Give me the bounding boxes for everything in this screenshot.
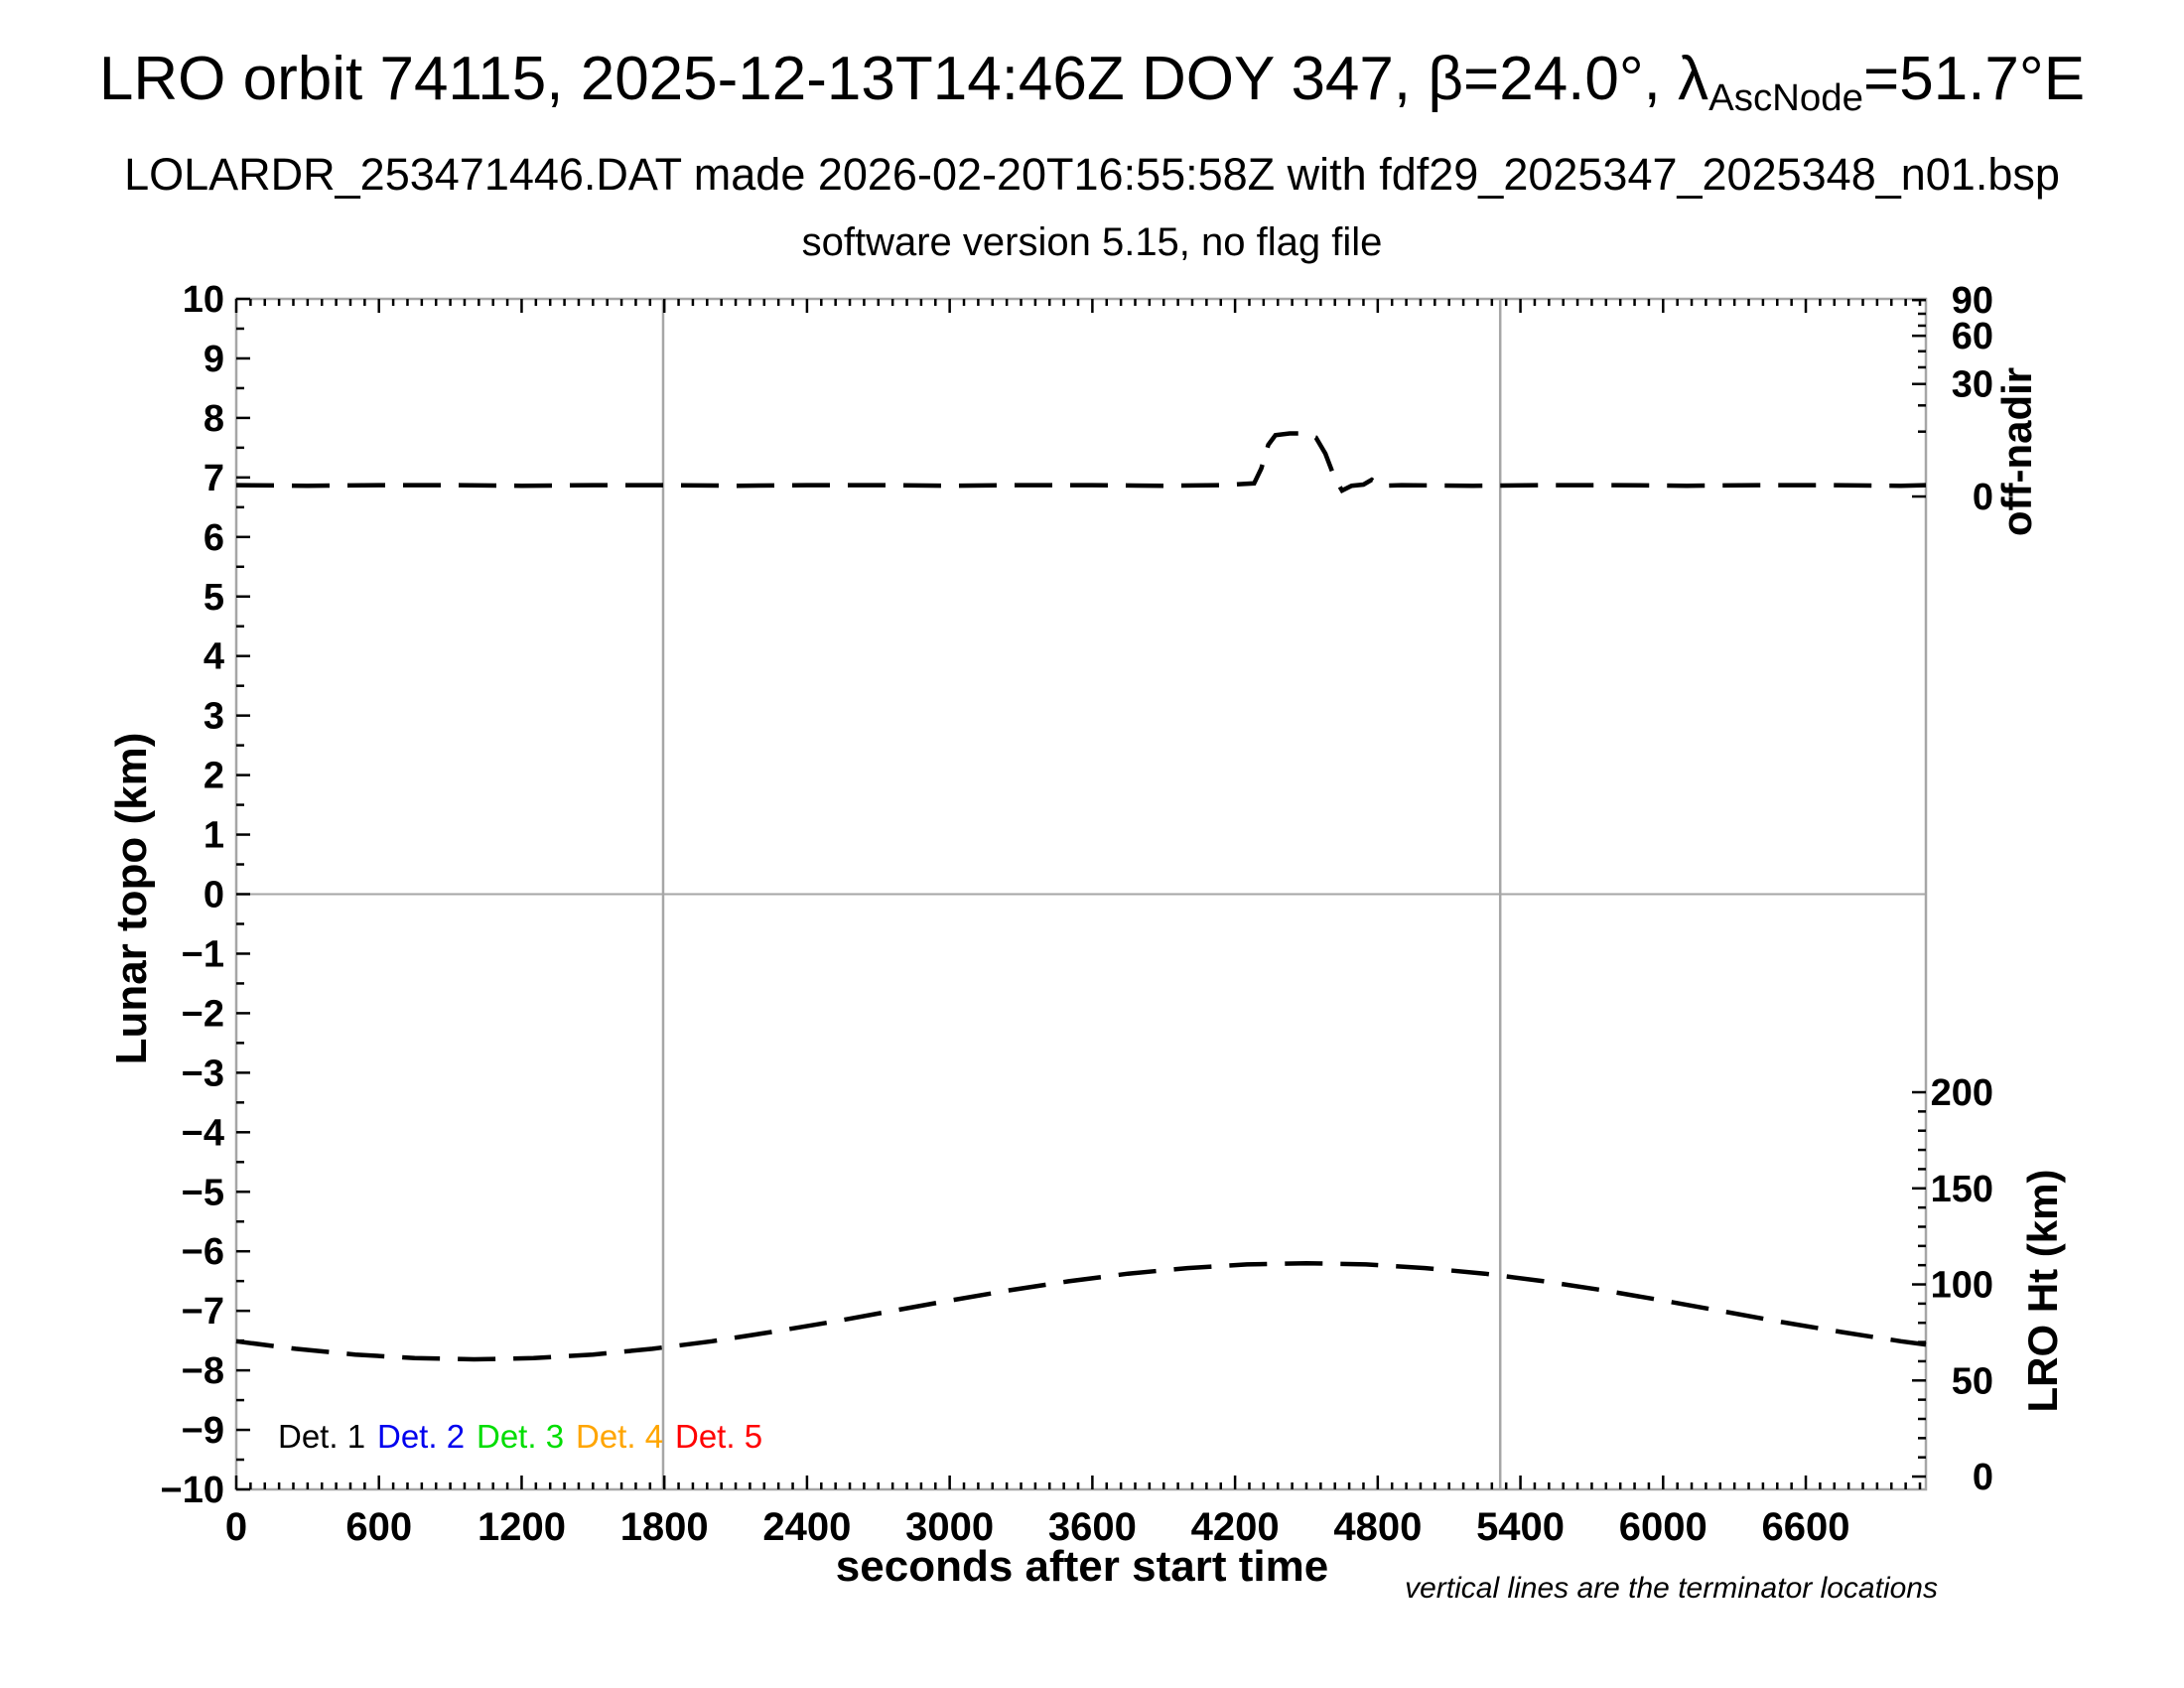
y-left-tick-label: −3	[182, 1053, 224, 1094]
y-axis-title-lunar-topo: Lunar topo (km)	[107, 732, 156, 1065]
x-axis-title: seconds after start time	[835, 1542, 1329, 1591]
y-left-tick-label: −6	[182, 1231, 224, 1273]
page-title: LRO orbit 74115, 2025-12-13T14:46Z DOY 3…	[0, 44, 2184, 120]
x-tick-label: 5400	[1476, 1505, 1565, 1549]
y-left-tick-label: −7	[182, 1291, 224, 1333]
x-tick-label: 3000	[905, 1505, 994, 1549]
title-suffix: =51.7°E	[1863, 45, 2086, 113]
y-left-tick-label: 1	[204, 815, 224, 857]
lro-ht-tick-label: 0	[1973, 1457, 1993, 1498]
off-nadir-tick-label: 30	[1952, 364, 1993, 406]
lro-height-curve	[235, 1260, 1927, 1362]
lro-ht-tick-label: 150	[1931, 1169, 1993, 1210]
file-subtitle: LOLARDR_253471446.DAT made 2026-02-20T16…	[124, 149, 2060, 200]
terminator-footnote: vertical lines are the terminator locati…	[1405, 1572, 1938, 1605]
y-left-tick-label: 4	[204, 636, 224, 678]
legend-item-det-2: Det. 2	[377, 1418, 466, 1455]
y-left-tick-label: 0	[204, 875, 224, 916]
y-left-tick-label: 10	[183, 279, 224, 321]
y-left-tick-label: 8	[204, 398, 224, 440]
x-tick-label: 4200	[1191, 1505, 1280, 1549]
y-left-tick-label: 2	[204, 756, 224, 797]
x-tick-label: 2400	[762, 1505, 851, 1549]
lro-ht-tick-label: 200	[1931, 1072, 1993, 1114]
off-nadir-tick-label: 0	[1973, 477, 1993, 518]
lro-ht-tick-label: 50	[1952, 1360, 1993, 1402]
x-tick-label: 0	[225, 1505, 247, 1549]
lro-ht-tick-label: 100	[1931, 1265, 1993, 1307]
y-axis-title-lro-ht: LRO Ht (km)	[2019, 1169, 2066, 1413]
x-tick-label: 3600	[1048, 1505, 1137, 1549]
y-left-tick-label: −2	[182, 993, 224, 1035]
y-left-tick-label: −8	[182, 1350, 224, 1392]
y-left-tick-label: 6	[204, 517, 224, 559]
title-subscript: AscNode	[1708, 75, 1864, 119]
y-left-tick-label: −9	[182, 1410, 224, 1452]
y-left-tick-label: −10	[161, 1470, 224, 1511]
legend-item-det-3: Det. 3	[477, 1418, 565, 1455]
y-axis-title-off-nadir: off-nadir	[1993, 366, 2040, 537]
off-nadir-tick-label: 60	[1952, 316, 1993, 357]
off-nadir-tick-label: 90	[1952, 280, 1993, 322]
off-nadir-curve	[235, 431, 1927, 493]
x-tick-label: 6600	[1762, 1505, 1850, 1549]
x-tick-label: 600	[345, 1505, 412, 1549]
legend-item-det-5: Det. 5	[675, 1418, 763, 1455]
y-left-tick-label: 9	[204, 339, 224, 380]
x-tick-label: 6000	[1619, 1505, 1707, 1549]
y-left-tick-label: 5	[204, 577, 224, 619]
software-version-line: software version 5.15, no flag file	[801, 220, 1383, 264]
title-main-text: LRO orbit 74115, 2025-12-13T14:46Z DOY 3…	[98, 45, 1709, 113]
legend-item-det-1: Det. 1	[278, 1418, 366, 1455]
x-tick-label: 4800	[1333, 1505, 1422, 1549]
y-left-tick-label: −1	[182, 933, 224, 975]
x-tick-label: 1800	[620, 1505, 709, 1549]
legend-item-det-4: Det. 4	[576, 1418, 664, 1455]
y-left-tick-label: −4	[182, 1112, 224, 1154]
y-left-tick-label: 7	[204, 458, 224, 499]
x-tick-label: 1200	[478, 1505, 566, 1549]
y-left-tick-label: 3	[204, 696, 224, 738]
y-left-tick-label: −5	[182, 1172, 224, 1213]
